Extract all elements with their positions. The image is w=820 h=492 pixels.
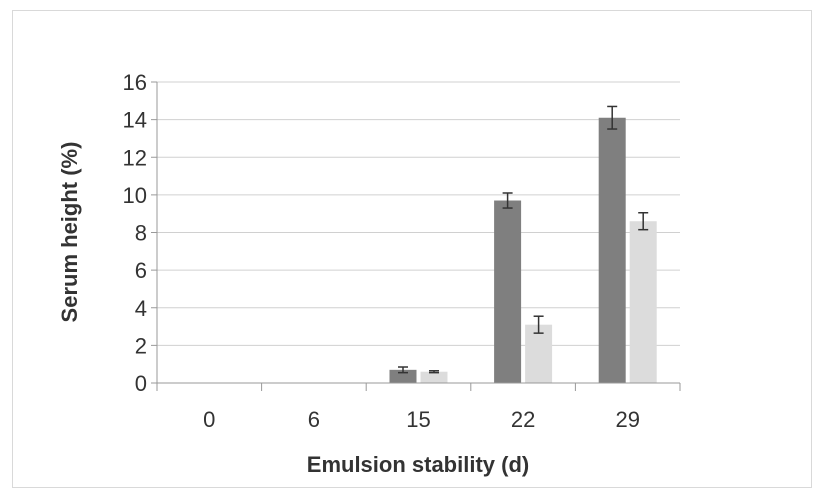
bar [629,221,657,383]
x-tick-label: 15 [406,407,430,432]
x-axis [156,382,681,391]
bar [494,200,522,383]
y-tick-label: 14 [123,108,147,133]
y-tick-label: 10 [123,183,147,208]
x-axis-title: Emulsion stability (d) [307,452,529,477]
bar [420,371,448,383]
y-axis-title: Serum height (%) [57,142,82,323]
y-tick-label: 16 [123,70,147,95]
y-tick-label: 12 [123,145,147,170]
x-tick-labels: 0 6 15 22 29 [203,407,640,432]
x-tick-label: 0 [203,407,215,432]
error-bars [398,105,649,374]
bars [389,117,657,384]
bar [525,324,553,383]
y-tick-label: 6 [135,258,147,283]
y-tick-label: 8 [135,221,147,246]
chart-frame [12,10,812,488]
y-tick-label: 4 [135,296,147,321]
y-tick-label: 2 [135,333,147,358]
x-tick-label: 29 [615,407,639,432]
y-tick-label: 0 [135,371,147,396]
x-tick-label: 22 [511,407,535,432]
gridlines [151,81,680,384]
bar [389,369,417,383]
y-tick-labels: 0 2 4 6 8 10 12 14 16 [123,70,147,396]
bar [598,117,626,384]
x-tick-label: 6 [308,407,320,432]
